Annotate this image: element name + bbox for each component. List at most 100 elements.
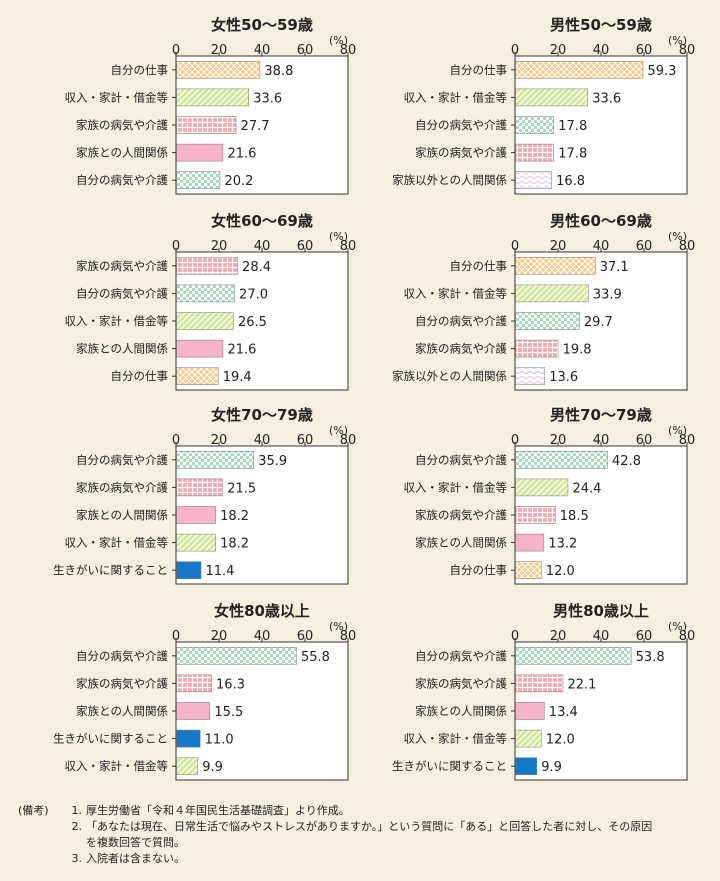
- bar: [515, 61, 644, 79]
- x-tick-label: 0: [172, 43, 180, 58]
- category-label: 家族の病気や介護: [76, 676, 168, 690]
- data-label: 24.4: [572, 481, 601, 496]
- chart-title: 女性50～59歳: [211, 16, 313, 34]
- category-label: 家族との人間関係: [76, 342, 168, 356]
- x-tick-label: 60: [636, 433, 653, 448]
- unit-label: (%): [329, 230, 348, 243]
- bar: [176, 312, 234, 330]
- x-tick-label: 60: [297, 433, 314, 448]
- chart-title: 男性70～79歳: [550, 406, 652, 424]
- x-tick-label: 0: [511, 239, 519, 254]
- unit-label: (%): [329, 34, 348, 47]
- category-label: 収入・家計・借金等: [65, 759, 169, 773]
- data-label: 17.8: [558, 119, 587, 134]
- notes-head: (備考): [18, 804, 49, 817]
- data-label: 19.8: [563, 343, 592, 358]
- bar: [176, 478, 223, 497]
- x-tick-label: 40: [254, 433, 271, 448]
- chart-title: 女性70～79歳: [211, 406, 313, 424]
- data-label: 29.7: [584, 315, 613, 330]
- bar: [176, 729, 201, 748]
- bar: [176, 61, 261, 79]
- bar: [176, 257, 238, 275]
- bar: [176, 143, 224, 162]
- x-tick-label: 80: [340, 43, 357, 58]
- x-tick-label: 0: [511, 43, 519, 58]
- data-label: 20.2: [224, 174, 253, 189]
- unit-label: (%): [329, 620, 348, 633]
- x-tick-label: 20: [550, 239, 567, 254]
- note-text: 入院者は含まない。: [86, 852, 185, 865]
- category-label: 自分の病気や介護: [76, 173, 168, 187]
- category-label: 生きがいに関すること: [53, 563, 168, 577]
- chart-panel: 女性80歳以上 (%) 0 20 40 60 80 自分の病気や介護 55.8 家族の病気や介護 1…: [53, 602, 356, 781]
- chart-title: 女性80歳以上: [214, 602, 310, 620]
- bar: [515, 533, 545, 552]
- x-tick-label: 0: [172, 433, 180, 448]
- chart-title: 男性60～69歳: [550, 212, 652, 230]
- chart-panel: 女性70～79歳 (%) 0 20 40 60 80 自分の病気や介護 35.9 家族の病気や介護…: [53, 406, 356, 585]
- category-label: 家族以外との人間関係: [392, 369, 507, 383]
- bar: [515, 339, 559, 358]
- data-label: 12.0: [546, 733, 575, 748]
- bar: [515, 88, 588, 107]
- bar: [515, 451, 608, 469]
- x-tick-label: 20: [211, 433, 228, 448]
- bar: [176, 284, 235, 303]
- bar: [515, 702, 545, 720]
- x-tick-label: 40: [254, 239, 271, 254]
- category-label: 家族の病気や介護: [415, 676, 507, 690]
- x-tick-label: 20: [211, 629, 228, 644]
- data-label: 21.6: [227, 147, 256, 162]
- category-label: 自分の病気や介護: [76, 286, 168, 300]
- note-number: 2.: [71, 820, 83, 833]
- chart-panel: 男性70～79歳 (%) 0 20 40 60 80 自分の病気や介護 42.8 収入・家計・借金…: [404, 406, 695, 585]
- bar: [176, 88, 249, 107]
- category-label: 自分の病気や介護: [415, 314, 507, 328]
- x-tick-label: 60: [297, 43, 314, 58]
- data-label: 19.4: [223, 370, 252, 385]
- note-text: 「あなたは現在、日常生活で悩みやストレスがありますか。」という質問に「ある」と回…: [86, 820, 653, 833]
- category-label: 自分の仕事: [450, 563, 508, 577]
- data-label: 13.2: [548, 537, 577, 552]
- unit-label: (%): [668, 230, 687, 243]
- category-label: 自分の病気や介護: [415, 649, 507, 663]
- note-text: 厚生労働省「令和４年国民生活基礎調査」より作成。: [86, 804, 350, 817]
- category-label: 家族の病気や介護: [76, 259, 168, 273]
- note-2: 2. 「あなたは現在、日常生活で悩みやストレスがありますか。」という質問に「ある…: [18, 819, 708, 835]
- bar: [176, 674, 212, 693]
- data-label: 11.0: [205, 733, 234, 748]
- category-label: 家族との人間関係: [415, 704, 507, 718]
- bar: [176, 533, 216, 552]
- category-label: 家族との人間関係: [76, 704, 168, 718]
- data-label: 59.3: [647, 64, 676, 79]
- chart-panel: 男性80歳以上 (%) 0 20 40 60 80 自分の病気や介護 53.8 家族の病気や介護 2…: [392, 602, 695, 781]
- bar: [515, 674, 564, 693]
- bar: [515, 116, 555, 134]
- bar: [515, 143, 555, 162]
- data-label: 35.9: [258, 454, 287, 469]
- chart-title: 女性60～69歳: [211, 212, 313, 230]
- bar: [515, 171, 552, 189]
- category-label: 家族の病気や介護: [415, 342, 507, 356]
- bar: [515, 257, 596, 275]
- data-label: 26.5: [238, 315, 267, 330]
- x-tick-label: 0: [511, 629, 519, 644]
- category-label: 収入・家計・借金等: [404, 480, 508, 494]
- category-label: 自分の仕事: [111, 63, 169, 77]
- bar: [176, 339, 224, 358]
- x-tick-label: 40: [593, 239, 610, 254]
- x-tick-label: 60: [297, 239, 314, 254]
- category-label: 生きがいに関すること: [53, 732, 168, 746]
- data-label: 27.0: [239, 287, 268, 302]
- data-label: 28.4: [242, 260, 271, 275]
- bar: [176, 506, 216, 524]
- data-label: 42.8: [612, 454, 641, 469]
- x-tick-label: 20: [550, 433, 567, 448]
- bar: [515, 757, 538, 775]
- category-label: 収入・家計・借金等: [65, 536, 169, 550]
- x-tick-label: 60: [297, 629, 314, 644]
- category-label: 収入・家計・借金等: [404, 732, 508, 746]
- data-label: 33.6: [592, 91, 621, 106]
- data-label: 18.5: [560, 509, 589, 524]
